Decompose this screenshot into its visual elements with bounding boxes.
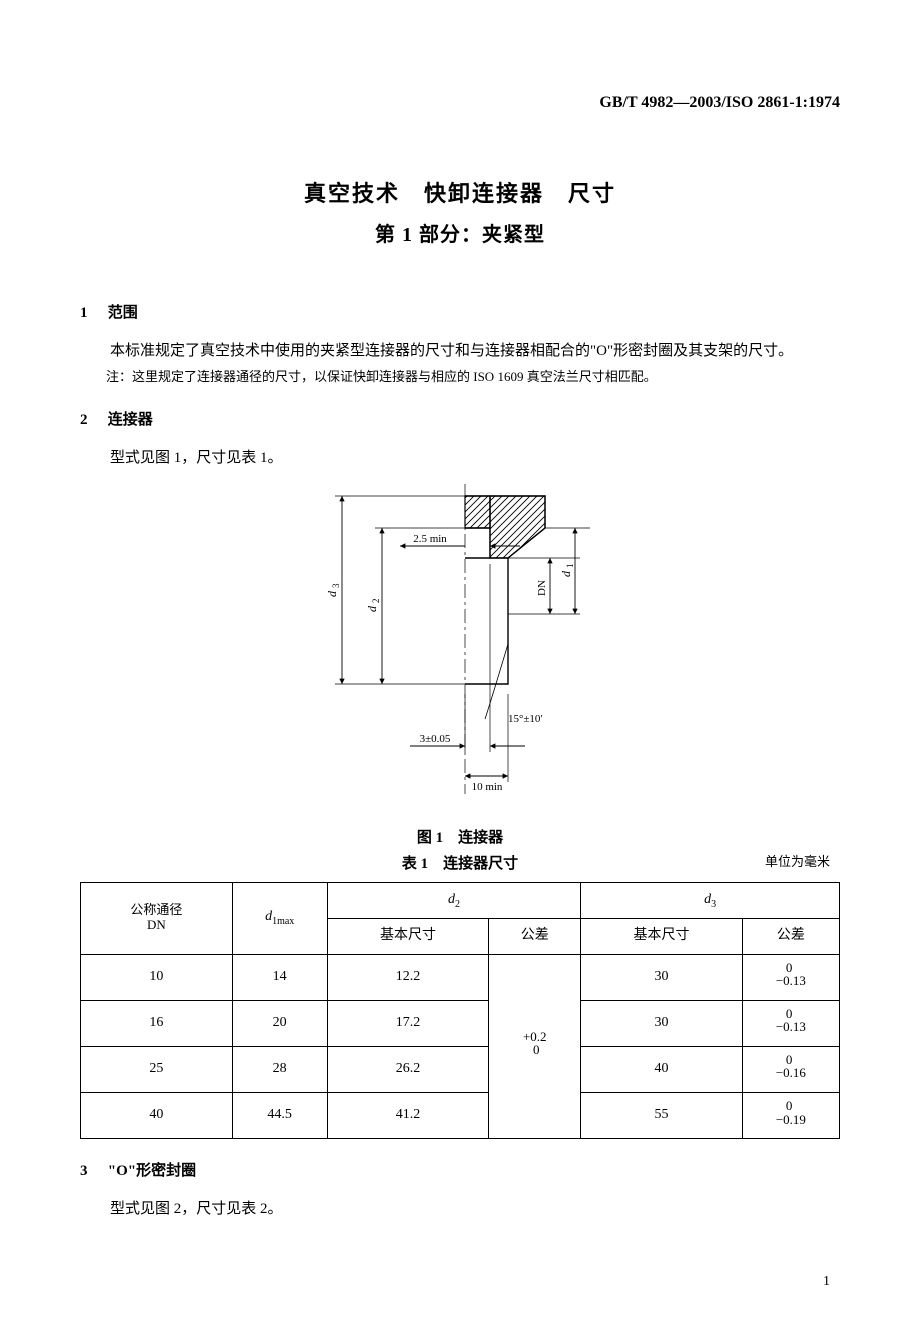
section-1-num: 1 [80,301,104,325]
section-2-head: 2 连接器 [80,408,840,432]
svg-text:DN: DN [536,580,548,596]
section-1-body: 本标准规定了真空技术中使用的夹紧型连接器的尺寸和与连接器相配合的"O"形密封圈及… [80,339,840,363]
svg-text:3: 3 [331,583,341,588]
section-2-title: 连接器 [108,412,153,428]
svg-text:2: 2 [371,598,381,603]
svg-text:d: d [559,570,573,577]
section-1-head: 1 范围 [80,301,840,325]
title-line2: 第 1 部分：夹紧型 [80,219,840,251]
table-row: 40 44.5 41.2 55 0−0.19 [81,1092,840,1138]
th-d2-basic: 基本尺寸 [327,919,489,954]
table-1-caption-row: 表 1 连接器尺寸 单位为毫米 [80,852,840,876]
section-3-body: 型式见图 2，尺寸见表 2。 [80,1197,840,1221]
th-dn: 公称通径 DN [81,882,233,954]
svg-text:10 min: 10 min [472,781,503,793]
section-3-title: "O"形密封圈 [108,1163,196,1179]
table-1: 公称通径 DN d1max d2 d3 基本尺寸 公差 基本尺寸 公差 10 1… [80,882,840,1139]
page: GB/T 4982—2003/ISO 2861-1:1974 真空技术 快卸连接… [0,0,920,1333]
section-2-num: 2 [80,408,104,432]
th-d1: d1max [232,882,327,954]
title-line1: 真空技术 快卸连接器 尺寸 [80,176,840,211]
section-1-title: 范围 [108,305,138,321]
th-d2: d2 [327,882,581,919]
svg-text:1: 1 [565,563,575,568]
figure-1: d 3 d 2 2.5 min DN d 1 15°±10′ [80,484,840,822]
section-1-note: 注：这里规定了连接器通径的尺寸，以保证快卸连接器与相应的 ISO 1609 真空… [80,367,840,388]
table-row: 10 14 12.2 +0.20 30 0−0.13 [81,954,840,1000]
fig1-topdim: 2.5 min [413,533,447,545]
svg-text:15°±10′: 15°±10′ [508,713,543,725]
d2-tol-merged: +0.20 [489,954,581,1138]
page-number: 1 [80,1271,840,1293]
figure-1-svg: d 3 d 2 2.5 min DN d 1 15°±10′ [290,484,630,814]
section-3-head: 3 "O"形密封圈 [80,1159,840,1183]
section-2-body: 型式见图 1，尺寸见表 1。 [80,446,840,470]
svg-text:d: d [365,605,379,612]
table-1-body: 10 14 12.2 +0.20 30 0−0.13 16 20 17.2 30… [81,954,840,1138]
table-1-caption: 表 1 连接器尺寸 [402,856,518,872]
section-3-num: 3 [80,1159,104,1183]
standard-code: GB/T 4982—2003/ISO 2861-1:1974 [80,90,840,116]
table-1-unit: 单位为毫米 [765,852,830,873]
th-d3-basic: 基本尺寸 [581,919,743,954]
th-d3-tol: 公差 [742,919,839,954]
th-d2-tol: 公差 [489,919,581,954]
figure-1-caption: 图 1 连接器 [80,826,840,850]
table-row: 25 28 26.2 40 0−0.16 [81,1046,840,1092]
th-d3: d3 [581,882,840,919]
svg-text:d: d [325,590,339,597]
table-row: 16 20 17.2 30 0−0.13 [81,1000,840,1046]
svg-text:3±0.05: 3±0.05 [420,733,451,745]
title-block: 真空技术 快卸连接器 尺寸 第 1 部分：夹紧型 [80,176,840,251]
